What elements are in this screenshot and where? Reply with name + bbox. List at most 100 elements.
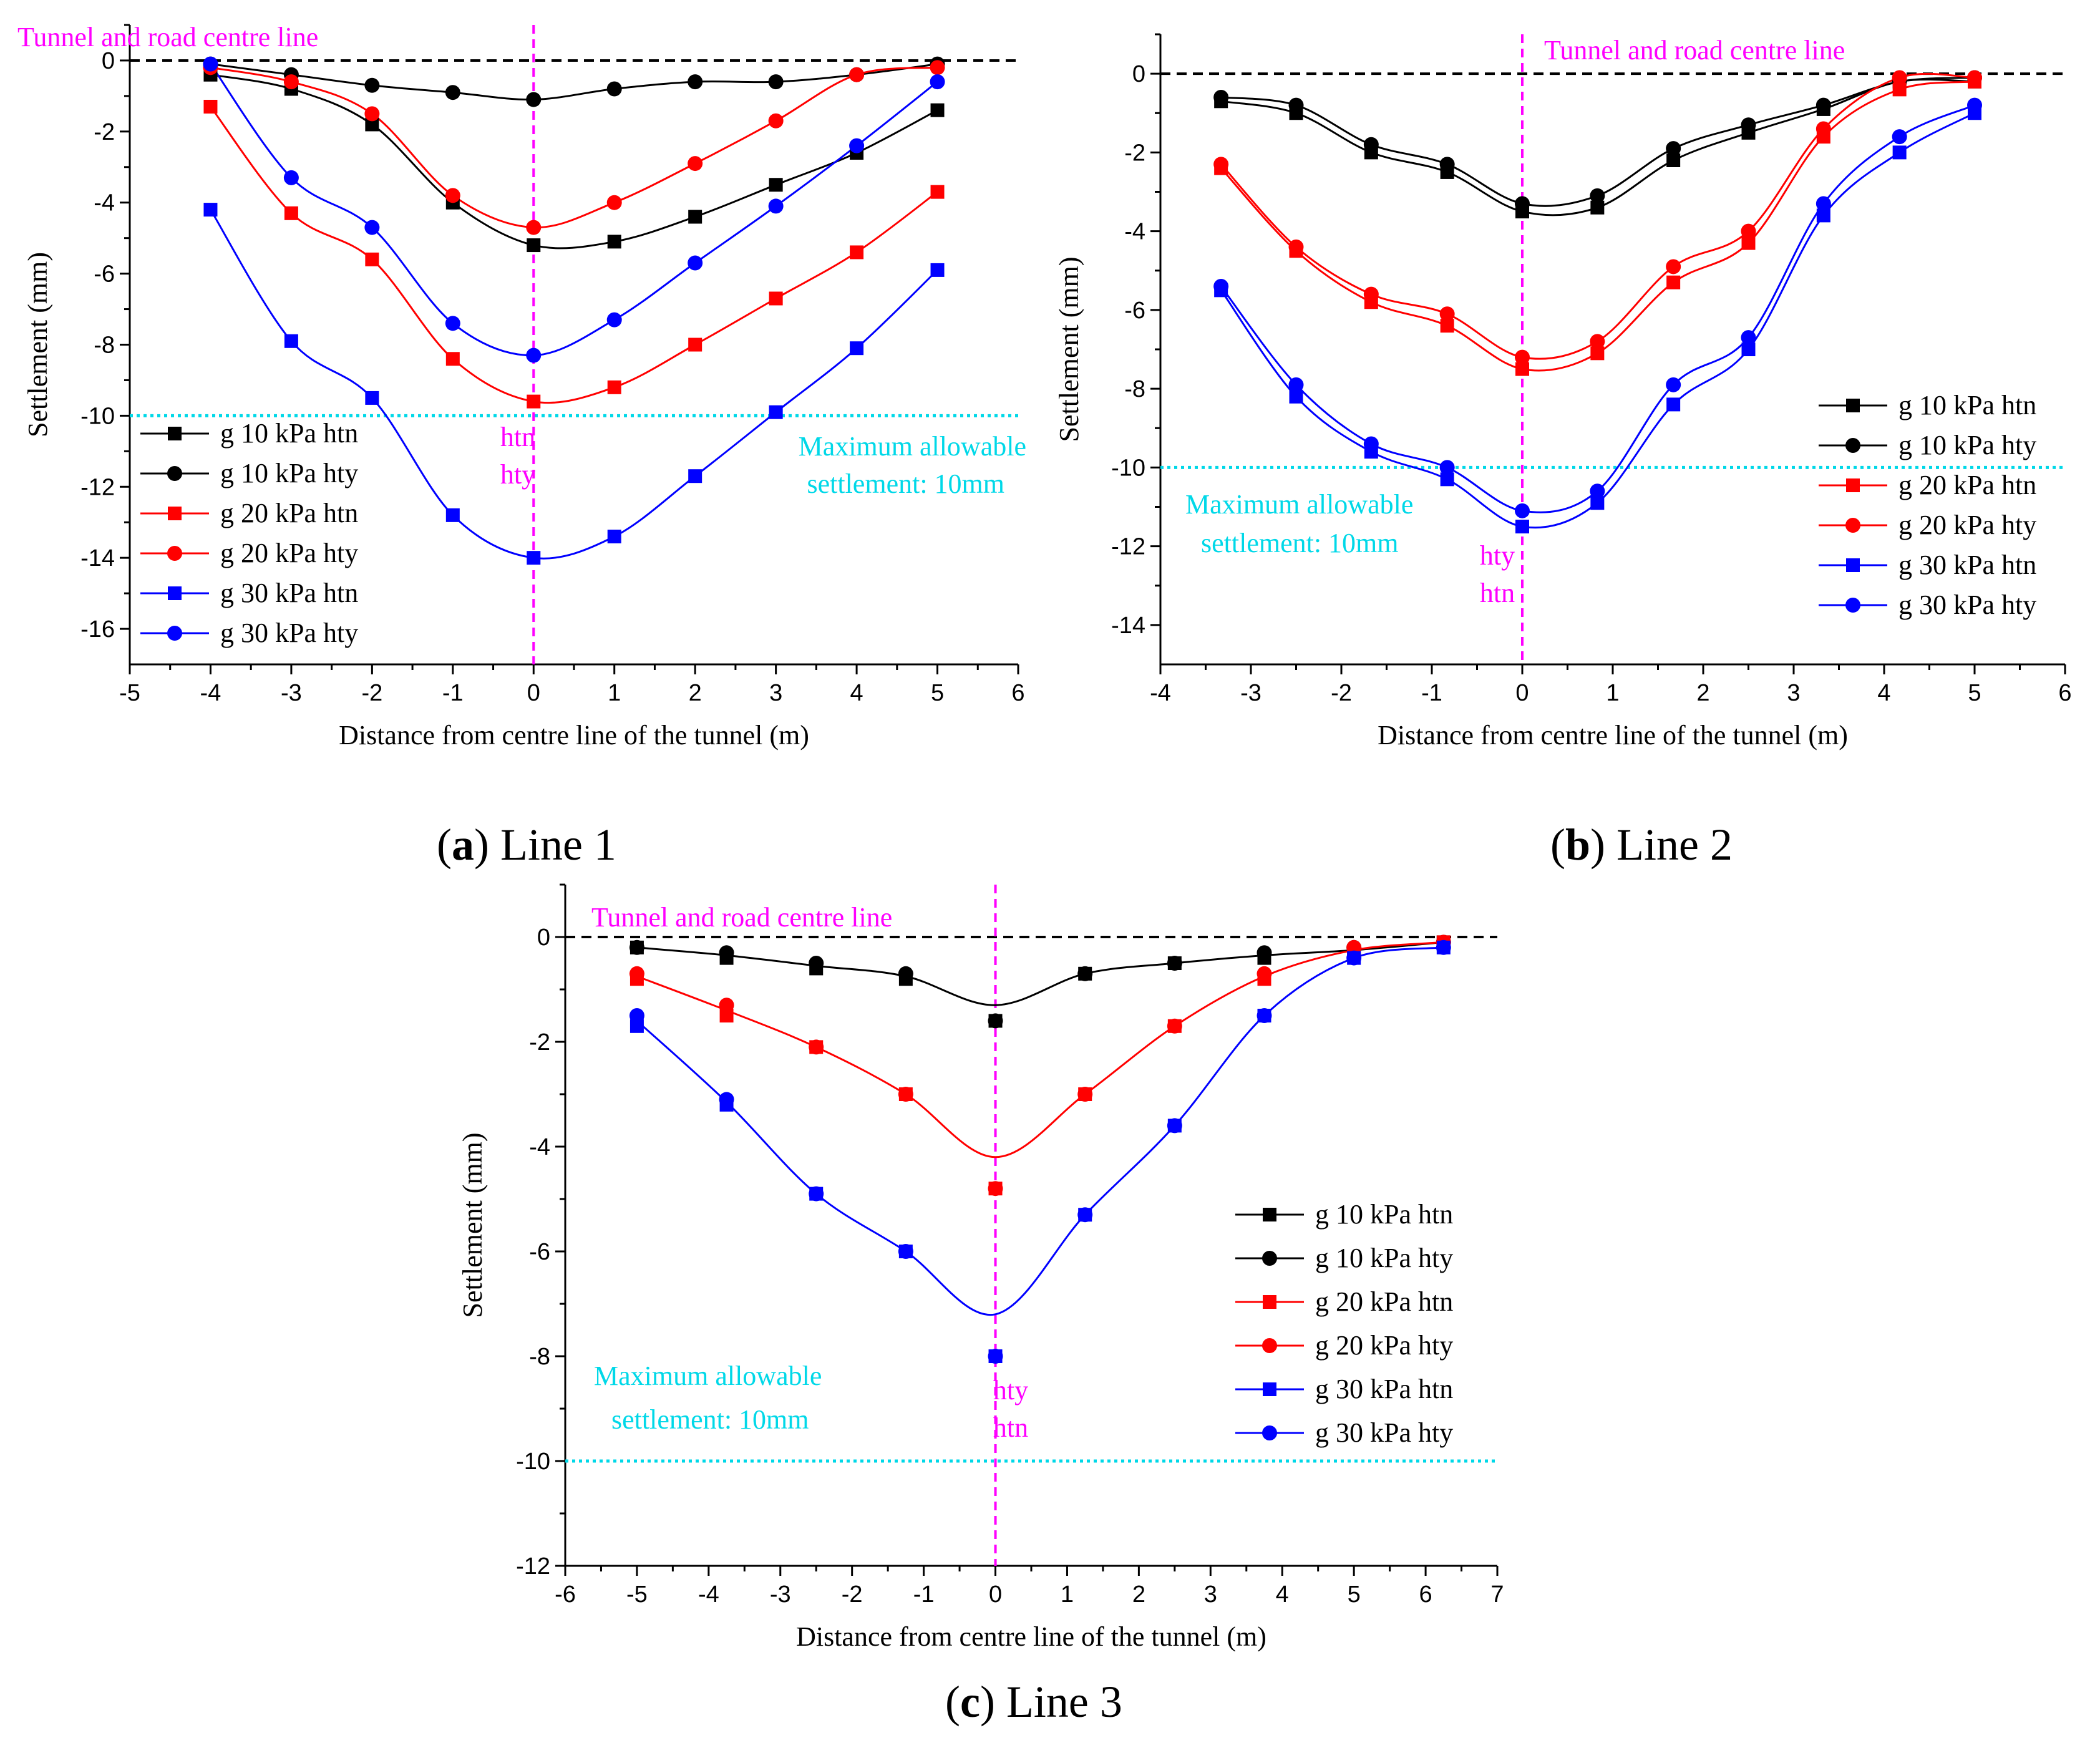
data-point-circle [1515,349,1530,365]
data-point-square [1666,153,1681,167]
data-point-circle [445,188,460,203]
data-point-square [527,238,541,253]
x-tick-label: -4 [200,680,221,706]
data-point-square [769,291,783,306]
x-tick-label: 2 [1132,1581,1145,1608]
y-tick-label: -16 [80,616,115,643]
x-tick-label: 5 [931,680,944,706]
legend-marker-square [168,507,182,520]
data-point-square [1741,236,1756,250]
data-point-circle [898,1087,913,1102]
data-point-circle [606,195,622,210]
data-point-circle [1213,90,1229,105]
legend-label: g 20 kPa hty [1315,1330,1453,1361]
legend-label: g 30 kPa htn [1315,1374,1453,1404]
data-point-circle [1816,196,1831,211]
y-tick-label: -6 [529,1239,550,1265]
caption-b-letter: b [1565,820,1590,870]
y-tick-label: -8 [529,1344,550,1370]
data-point-circle [1257,966,1272,981]
data-point-circle [606,81,622,97]
legend-label: g 10 kPa hty [1315,1243,1453,1273]
data-point-circle [629,940,644,955]
allowable-limit-label-1: Maximum allowable [594,1361,822,1391]
data-point-square [1590,200,1605,215]
legend-marker-square [168,427,182,440]
x-axis-title: Distance from centre line of the tunnel … [796,1621,1266,1652]
legend-marker-square [1846,478,1860,492]
series-curve [210,63,938,357]
data-point-square [1590,496,1605,510]
data-point-circle [606,312,622,328]
series-curve [210,106,938,404]
x-tick-label: -4 [1150,680,1171,706]
caption-c: (c) Line 3 [945,1677,1122,1727]
x-tick-label: -1 [913,1581,935,1608]
allowable-limit-label-2: settlement: 10mm [611,1404,809,1435]
y-tick-label: -4 [94,190,115,216]
data-point-circle [1892,129,1907,145]
data-point-square [203,99,218,114]
centre-line-label: Tunnel and road centre line [1544,35,1845,66]
y-axis-title: Settlement (mm) [22,252,53,437]
data-point-square [630,1019,644,1033]
data-point-square [930,263,945,277]
x-tick-label: -3 [281,680,302,706]
legend-marker-square [1846,399,1860,412]
data-point-circle [1077,966,1093,981]
data-point-circle [526,220,542,235]
x-tick-label: -5 [626,1581,648,1608]
y-tick-label: -2 [94,119,115,145]
x-tick-label: 4 [1877,680,1890,706]
data-point-circle [1515,503,1530,518]
centre-marker-label-2: htn [1480,578,1515,608]
data-point-circle [1436,940,1451,955]
caption-a: (a) Line 1 [437,820,616,870]
data-point-circle [1741,223,1756,239]
x-tick-label: 7 [1490,1581,1504,1608]
x-tick-label: -1 [442,680,464,706]
data-point-circle [898,966,913,981]
data-point-circle [768,74,784,90]
data-point-square [850,341,864,356]
data-point-square [688,469,702,483]
y-tick-label: -4 [529,1134,550,1160]
caption-a-title: Line 1 [489,820,616,870]
data-point-square [1666,275,1681,289]
data-point-circle [445,85,460,100]
legend-marker-square [1846,558,1860,572]
data-point-circle [930,60,945,75]
data-point-circle [1816,97,1831,113]
data-point-square [527,394,541,409]
legend-label: g 30 kPa hty [220,618,358,648]
data-point-square [203,203,218,217]
data-point-circle [1590,483,1605,499]
x-tick-label: 6 [1419,1581,1432,1608]
data-point-square [1440,472,1454,487]
series-curve [210,209,938,560]
data-point-circle [1515,196,1530,211]
data-point-circle [1666,377,1681,392]
data-point-square [527,551,541,565]
x-tick-label: 0 [1515,680,1529,706]
centre-marker-label-2: hty [500,459,535,490]
data-point-circle [768,113,784,129]
data-point-square [1892,82,1907,97]
x-tick-label: -2 [842,1581,863,1608]
caption-a-letter: a [452,820,474,870]
y-tick-label: -14 [80,545,115,571]
data-point-square [1289,389,1303,404]
x-tick-label: -4 [698,1581,719,1608]
chart-line-1: -5 -4 -3 -2 -1 0 1 2 3 4 5 60-2-4-6-8-10-12-14-16Di… [17,22,1026,750]
legend-marker-circle [1845,518,1860,533]
data-point-square [284,334,298,348]
x-tick-label: 6 [2058,680,2071,706]
data-point-circle [1967,70,1982,85]
series-curve [210,74,938,250]
x-axis-title: Distance from centre line of the tunnel … [1378,720,1848,750]
data-point-square [1515,520,1529,534]
allowable-limit-label-2: settlement: 10mm [807,469,1004,499]
data-point-square [1816,208,1830,223]
x-tick-label: -5 [119,680,140,706]
